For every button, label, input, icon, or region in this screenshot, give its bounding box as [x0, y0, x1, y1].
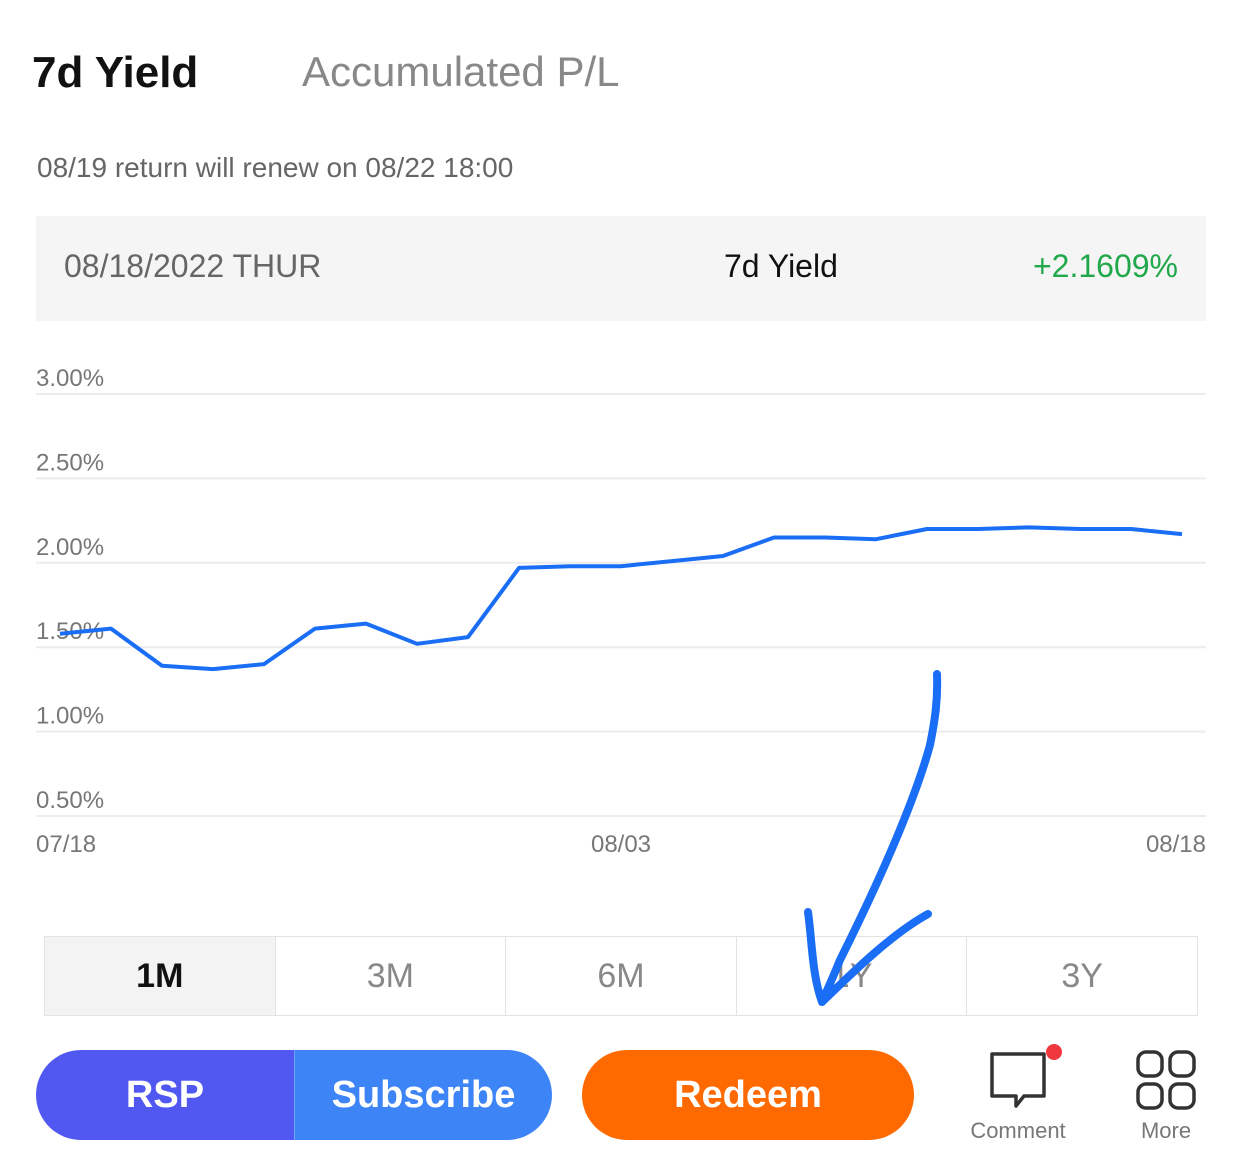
yield-series-line	[59, 525, 1183, 672]
yield-label: 7d Yield	[724, 248, 838, 284]
more-label: More	[1140, 1118, 1192, 1143]
notification-dot	[1046, 1044, 1062, 1060]
yield-line-chart[interactable]: 3.00%2.50%2.00%1.50%1.00%0.50%07/18 08/03…	[0, 350, 1242, 870]
period-3y[interactable]: 3Y	[1061, 956, 1103, 995]
period-3m[interactable]: 3M	[276, 937, 507, 1015]
yield-info-bar: 08/18/2022 THUR 7d Yield +2.1609%	[36, 216, 1206, 321]
tab-7d-yield[interactable]: 7d Yield	[32, 48, 199, 97]
renew-notice: 08/19 return will renew on 08/22 18:00	[37, 152, 514, 183]
y-tick-label: 2.00%	[36, 534, 104, 561]
chat-bubble-icon	[990, 1052, 1046, 1108]
comment-label: Comment	[970, 1118, 1066, 1143]
y-tick-label: 0.50%	[36, 787, 104, 814]
selected-date: 08/18/2022 THUR	[64, 248, 322, 284]
y-tick-label: 2.50%	[36, 449, 104, 476]
x-tick-label: 08/03	[591, 831, 651, 858]
period-1y[interactable]: 1Y	[737, 937, 968, 1015]
x-tick-label: 08/18	[1146, 831, 1206, 858]
subscribe-button[interactable]: Subscribe	[294, 1050, 552, 1140]
redeem-button[interactable]: Redeem	[582, 1050, 914, 1140]
tab-accumulated-pl[interactable]: Accumulated P/L	[302, 48, 620, 95]
more-button[interactable]: More	[1106, 1044, 1226, 1154]
rsp-subscribe-group: RSP Subscribe	[36, 1050, 552, 1140]
x-tick-label: 07/18	[36, 831, 96, 858]
y-tick-label: 1.00%	[36, 703, 104, 730]
period-6m[interactable]: 6M	[506, 937, 737, 1015]
grid-icon	[1136, 1050, 1196, 1110]
comment-button[interactable]: Comment	[958, 1044, 1078, 1154]
rsp-button[interactable]: RSP	[36, 1050, 294, 1140]
period-1m[interactable]: 1M	[45, 937, 276, 1015]
period-selector: 1M 3M 6M 1Y 3Y	[44, 936, 1198, 1016]
y-tick-label: 3.00%	[36, 365, 104, 392]
yield-value: +2.1609%	[1032, 248, 1178, 284]
